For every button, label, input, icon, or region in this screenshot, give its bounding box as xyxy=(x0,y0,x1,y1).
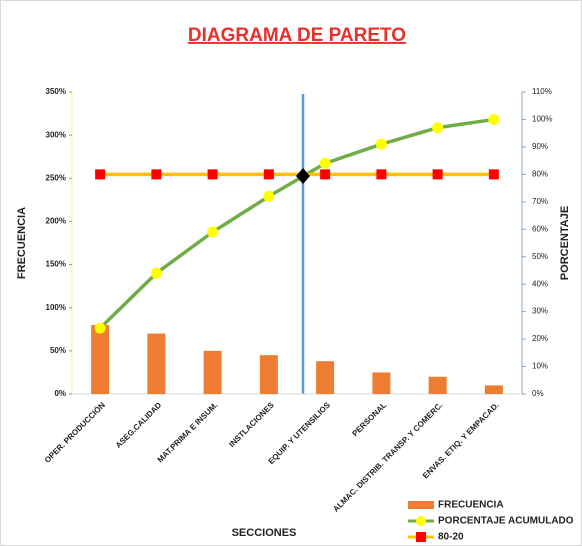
y2-tick-label: 40% xyxy=(532,279,548,288)
y-tick-label: 350% xyxy=(46,87,66,96)
bar xyxy=(372,372,391,394)
y2-tick-label: 110% xyxy=(532,87,552,96)
y2-tick-label: 50% xyxy=(532,252,548,261)
marker xyxy=(375,138,387,150)
marker xyxy=(150,267,162,279)
y2-tick-label: 80% xyxy=(532,169,548,178)
marker xyxy=(95,169,106,180)
marker xyxy=(432,169,443,180)
marker xyxy=(488,169,499,180)
marker xyxy=(94,322,106,334)
marker xyxy=(376,169,387,180)
marker xyxy=(263,190,275,202)
series-line xyxy=(98,117,495,330)
bar xyxy=(147,333,166,394)
y-tick-label: 200% xyxy=(46,217,66,226)
x-axis-label: SECCIONES xyxy=(232,527,297,539)
bar xyxy=(91,324,110,394)
y-tick-label: 50% xyxy=(50,346,66,355)
legend-marker xyxy=(416,516,426,526)
marker xyxy=(319,157,331,169)
y2-tick-label: 0% xyxy=(532,389,544,398)
y2-tick-label: 90% xyxy=(532,142,548,151)
bar xyxy=(428,376,447,394)
y-tick-label: 150% xyxy=(46,260,66,269)
y2-tick-label: 60% xyxy=(532,224,548,233)
y-tick-label: 100% xyxy=(46,303,66,312)
y-tick-label: 300% xyxy=(46,130,66,139)
marker xyxy=(488,113,500,125)
y-tick-label: 0% xyxy=(54,389,66,398)
bar xyxy=(316,361,335,394)
marker xyxy=(432,122,444,134)
y2-tick-label: 20% xyxy=(532,334,548,343)
marker xyxy=(151,169,162,180)
marker xyxy=(207,226,219,238)
y2-tick-label: 100% xyxy=(532,115,552,124)
legend-label: FRECUENCIA xyxy=(438,500,504,511)
marker xyxy=(207,169,218,180)
y2-tick-label: 10% xyxy=(532,362,548,371)
legend-swatch xyxy=(408,501,434,509)
y-tick-label: 250% xyxy=(46,173,66,182)
y2-tick-label: 70% xyxy=(532,197,548,206)
bar xyxy=(203,350,222,394)
chart-title: DIAGRAMA DE PARETO xyxy=(188,25,406,46)
pareto-point xyxy=(296,168,310,184)
bar xyxy=(484,385,503,394)
marker xyxy=(263,169,274,180)
y2-tick-label: 30% xyxy=(532,307,548,316)
bar xyxy=(259,355,278,394)
y2-axis-label: PORCENTAJE xyxy=(559,206,571,280)
y-axis-label: FRECUENCIA xyxy=(16,207,28,279)
legend-marker xyxy=(416,532,426,542)
legend-label: PORCENTAJE ACUMULADO xyxy=(438,516,574,527)
marker xyxy=(320,169,331,180)
legend-label: 80-20 xyxy=(438,532,464,543)
